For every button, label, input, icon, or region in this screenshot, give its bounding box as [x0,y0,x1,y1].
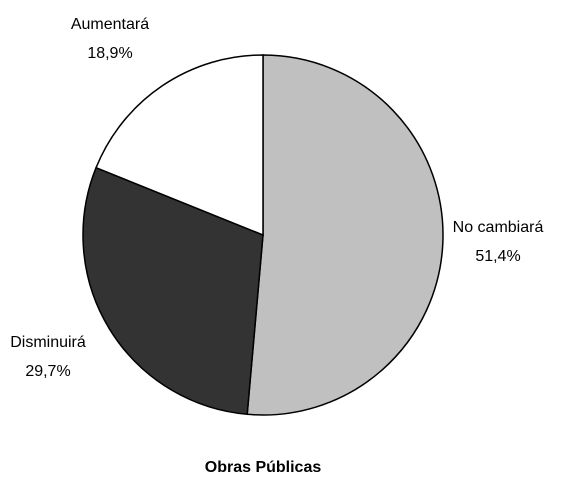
slice-label: No cambiará [453,219,544,236]
pie-slice [246,54,444,416]
slice-label: Aumentará [71,16,149,33]
chart-title: Obras Públicas [205,459,322,476]
slice-value-label: 18,9% [87,45,132,62]
slice-value-label: 29,7% [25,363,70,380]
pie-slice [82,166,264,416]
slice-label: Disminuirá [10,334,86,351]
slice-value-label: 51,4% [475,248,520,265]
pie-slice [95,54,264,237]
